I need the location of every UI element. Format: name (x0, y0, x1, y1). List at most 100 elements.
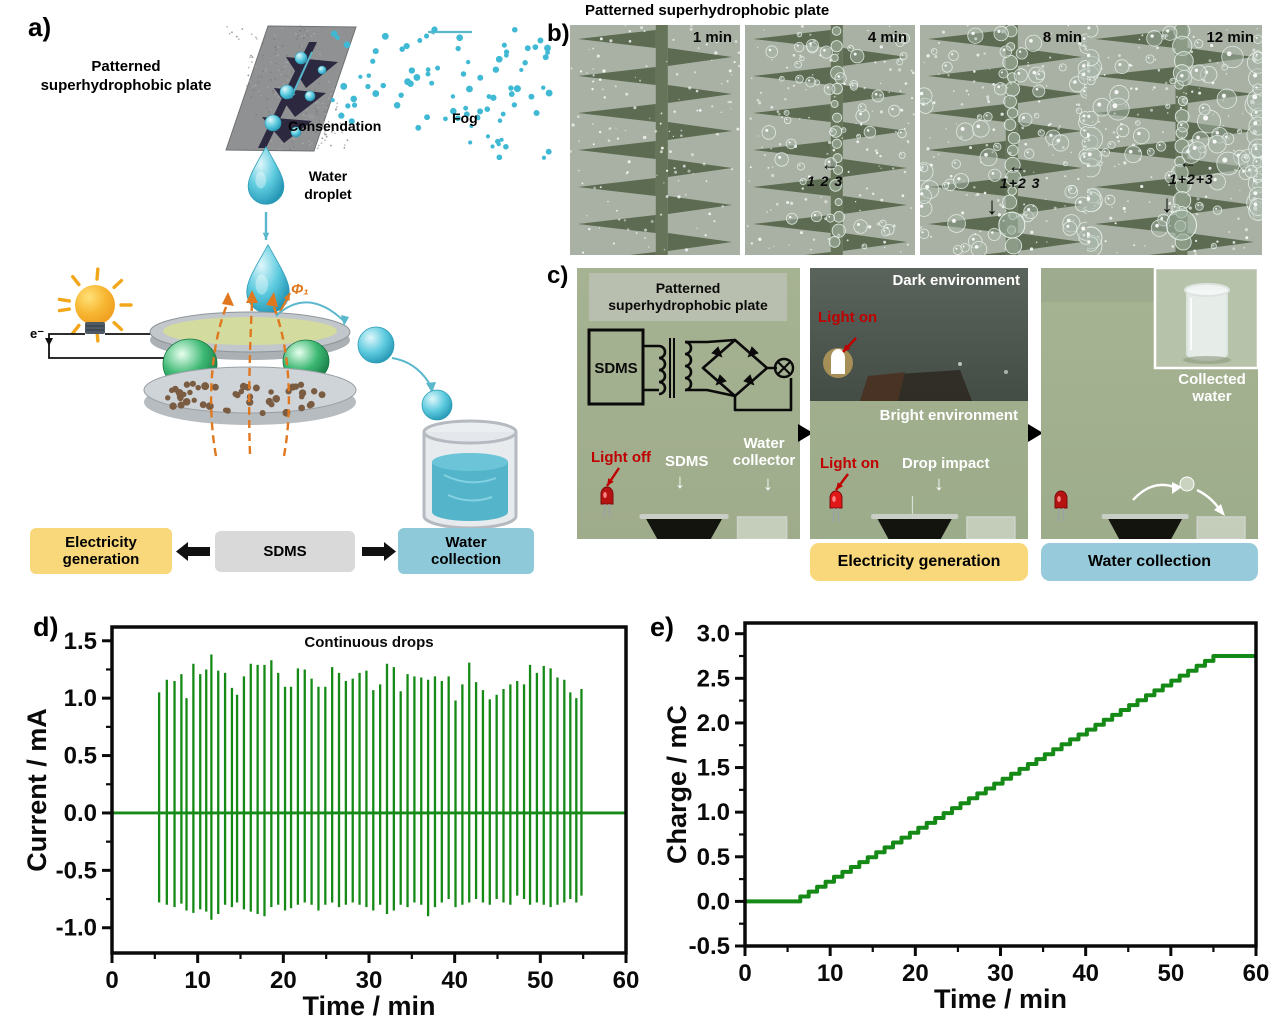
condensed-droplet (1067, 185, 1078, 195)
right-wedge (667, 159, 732, 177)
condensed-droplet (819, 45, 833, 59)
condensed-droplet (1106, 97, 1130, 121)
led-body (600, 486, 614, 505)
speck (598, 78, 602, 81)
speck (1027, 62, 1029, 64)
plate-grain (254, 84, 257, 87)
speck (615, 209, 618, 212)
speck (665, 60, 668, 63)
speck (1156, 46, 1159, 50)
plate-grain (308, 140, 311, 143)
dark-environment-label: Dark environment (892, 272, 1020, 289)
speck (1004, 209, 1007, 212)
plate-grain (281, 26, 283, 29)
droplet-annotation: 1 2 3 (807, 173, 844, 189)
fog-dot (503, 49, 510, 55)
speck (697, 47, 700, 50)
channel-droplet (1003, 94, 1017, 109)
left-wedge (1095, 104, 1176, 122)
condensed-droplet (1208, 173, 1226, 191)
speck (644, 237, 646, 239)
speck (900, 251, 902, 253)
speck (1057, 127, 1060, 130)
fog-dot (545, 89, 553, 97)
lamp-x (777, 361, 791, 375)
fog-dot (330, 98, 335, 103)
channel-droplet (828, 236, 841, 248)
glint (958, 362, 962, 366)
condensed-droplet (840, 127, 847, 133)
fog-dot (463, 111, 470, 118)
speck (635, 232, 638, 235)
speck (1209, 43, 1214, 48)
fog-dot (545, 148, 552, 155)
panel-c-photo-collection: Collected water (1041, 268, 1258, 539)
fog-dot (456, 34, 463, 42)
speck (581, 182, 584, 185)
speck (721, 205, 724, 208)
speck (883, 60, 886, 63)
droplet-glint (1253, 202, 1258, 207)
plate-grain (318, 126, 321, 129)
y-tick-label: 1.0 (64, 685, 97, 712)
speck (778, 112, 781, 116)
plate-grain (330, 144, 332, 147)
plate-grain (303, 34, 306, 36)
condensed-droplet (1249, 198, 1262, 216)
droplet-glint (962, 245, 965, 248)
speck (871, 110, 874, 113)
condensed-droplet (796, 162, 805, 171)
droplet-glint (1103, 150, 1106, 153)
speck (1037, 100, 1041, 103)
condensed-droplet (1087, 191, 1102, 213)
fog-dot (343, 41, 351, 49)
panel-c-photo-circuit: Patterned superhydrophobic plate SDMS Li… (577, 268, 800, 539)
speck (1195, 212, 1199, 216)
speck (1098, 120, 1100, 123)
speck (1109, 216, 1113, 220)
condensed-droplet (856, 133, 862, 139)
plate-grain (302, 114, 305, 117)
droplet-annotation: 1+2+3 (1169, 171, 1214, 187)
y-tick-label: 0.0 (697, 888, 730, 915)
speck (1208, 59, 1212, 63)
speck (660, 112, 663, 115)
droplet-glint (815, 81, 817, 83)
speck (771, 59, 773, 61)
speck (762, 29, 765, 31)
plate-grain (335, 108, 337, 111)
droplet-glint (1087, 53, 1091, 58)
droplet-glint (780, 77, 782, 79)
fog-dot (528, 93, 535, 100)
droplet-glint (1155, 223, 1159, 228)
bounce-arrow (1214, 504, 1225, 516)
speck (1153, 86, 1156, 89)
diode-arrow (743, 374, 755, 386)
wire (643, 344, 659, 392)
droplet-glint (823, 48, 826, 52)
bulb-ray (57, 307, 72, 313)
diode-bridge (701, 338, 769, 398)
plate-grain (324, 113, 327, 116)
speck (1213, 40, 1215, 43)
speck (809, 33, 812, 36)
speck (746, 225, 749, 228)
x-tick-label: 0 (105, 967, 118, 994)
speck (1000, 112, 1004, 116)
condensed-droplet (785, 212, 798, 225)
condensed-droplet (1087, 147, 1102, 167)
top-plate (871, 514, 959, 519)
speck (1256, 28, 1258, 30)
droplet-glint (798, 33, 800, 35)
condensed-droplet (993, 142, 1002, 152)
panel-a-flux-label: Φ₁ (291, 281, 309, 298)
condensed-droplet (953, 173, 970, 189)
speck (690, 153, 694, 157)
speck (987, 100, 991, 104)
disk-particle (199, 401, 207, 409)
speck (659, 150, 663, 154)
speck (888, 91, 890, 93)
droplet-glint (1026, 151, 1029, 154)
channel-droplet (830, 40, 843, 53)
condensed-droplet (810, 210, 823, 223)
